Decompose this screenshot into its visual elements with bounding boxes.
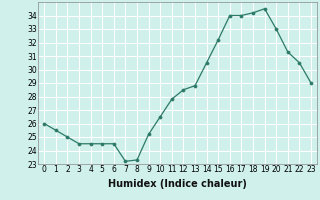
X-axis label: Humidex (Indice chaleur): Humidex (Indice chaleur) bbox=[108, 179, 247, 189]
